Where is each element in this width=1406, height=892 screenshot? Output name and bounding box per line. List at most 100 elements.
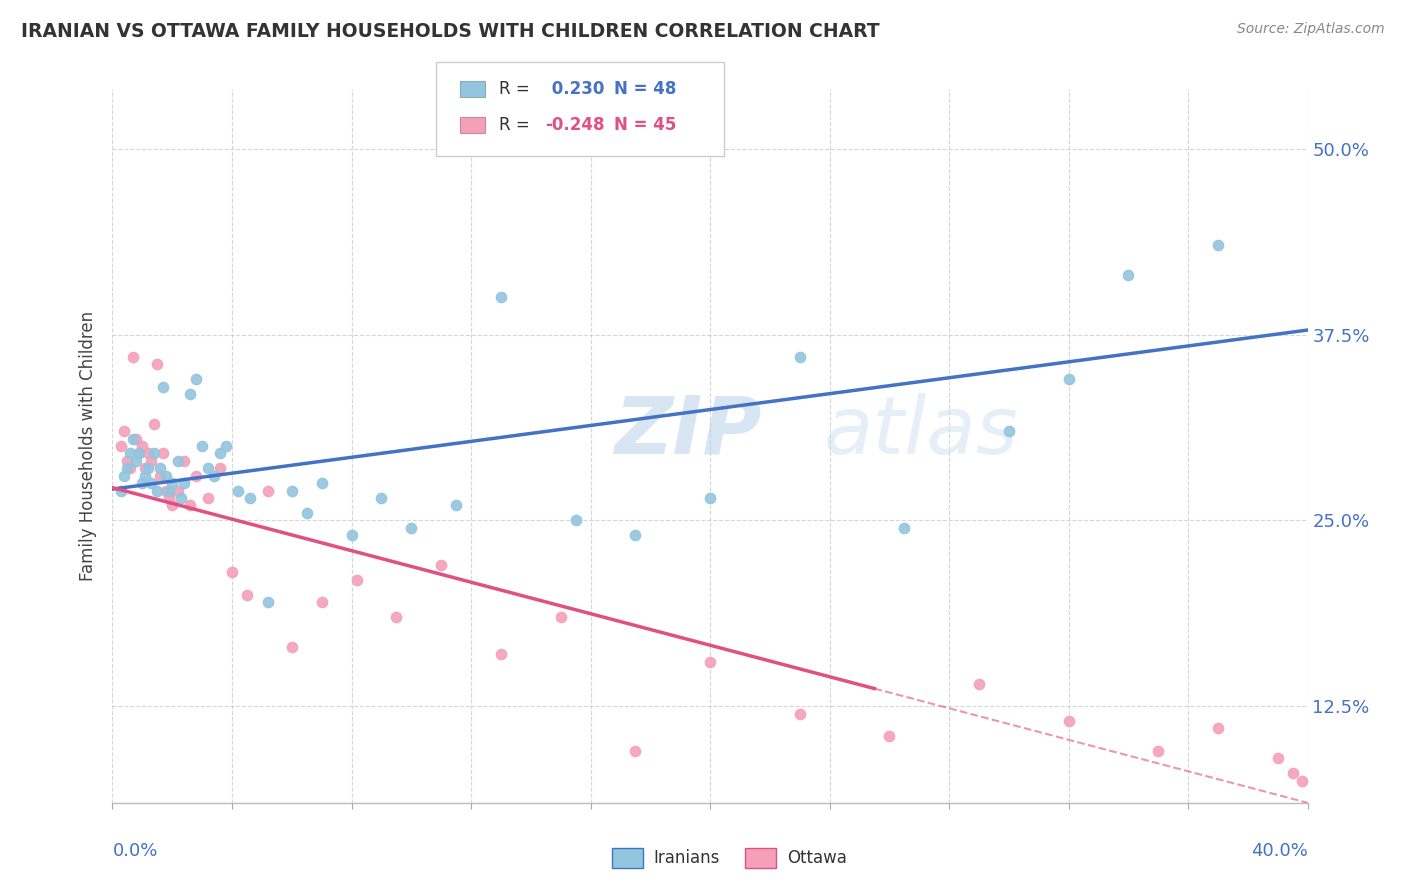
- Point: [624, 744, 647, 758]
- Point: [550, 610, 572, 624]
- Point: [138, 461, 160, 475]
- Text: -0.248: -0.248: [546, 116, 605, 134]
- Point: [155, 483, 177, 498]
- Text: Ottawa: Ottawa: [787, 849, 848, 867]
- Point: [179, 387, 201, 401]
- Point: [1267, 751, 1289, 765]
- Point: [138, 446, 160, 460]
- Point: [167, 483, 190, 498]
- Point: [162, 476, 183, 491]
- Point: [167, 454, 190, 468]
- Point: [131, 476, 153, 491]
- Point: [197, 491, 219, 505]
- Text: ZIP: ZIP: [614, 392, 762, 471]
- Point: [125, 432, 148, 446]
- Point: [149, 468, 172, 483]
- Text: 0.230: 0.230: [546, 80, 605, 98]
- Point: [122, 350, 145, 364]
- Point: [186, 468, 208, 483]
- Text: IRANIAN VS OTTAWA FAMILY HOUSEHOLDS WITH CHILDREN CORRELATION CHART: IRANIAN VS OTTAWA FAMILY HOUSEHOLDS WITH…: [21, 22, 880, 41]
- Point: [699, 655, 721, 669]
- Point: [134, 468, 156, 483]
- Point: [173, 476, 195, 491]
- Point: [311, 595, 333, 609]
- Point: [444, 499, 467, 513]
- Point: [157, 491, 180, 505]
- Point: [257, 595, 280, 609]
- Point: [179, 499, 201, 513]
- Point: [186, 372, 208, 386]
- Point: [340, 528, 363, 542]
- Point: [789, 706, 811, 721]
- Text: Iranians: Iranians: [654, 849, 720, 867]
- Point: [117, 461, 139, 475]
- Point: [141, 454, 163, 468]
- Point: [197, 461, 219, 475]
- Point: [152, 379, 174, 393]
- Point: [114, 424, 135, 438]
- Text: 40.0%: 40.0%: [1251, 842, 1308, 860]
- Point: [143, 446, 166, 460]
- Point: [209, 446, 232, 460]
- Point: [1118, 268, 1140, 282]
- Point: [128, 446, 150, 460]
- Point: [173, 454, 195, 468]
- Point: [141, 476, 163, 491]
- Point: [1281, 766, 1303, 780]
- Point: [998, 424, 1021, 438]
- Point: [239, 491, 262, 505]
- Point: [879, 729, 901, 743]
- Point: [117, 454, 139, 468]
- Point: [215, 439, 238, 453]
- Point: [146, 483, 169, 498]
- Point: [236, 588, 259, 602]
- Text: R =: R =: [499, 80, 530, 98]
- Point: [114, 468, 135, 483]
- Point: [134, 461, 156, 475]
- Point: [430, 558, 453, 572]
- Y-axis label: Family Households with Children: Family Households with Children: [79, 311, 97, 581]
- Text: atlas: atlas: [824, 392, 1018, 471]
- Point: [401, 521, 423, 535]
- Point: [346, 573, 368, 587]
- Point: [1057, 372, 1080, 386]
- Point: [1147, 744, 1170, 758]
- Point: [281, 640, 304, 654]
- Point: [155, 468, 177, 483]
- Point: [893, 521, 915, 535]
- Point: [564, 513, 586, 527]
- Text: Source: ZipAtlas.com: Source: ZipAtlas.com: [1237, 22, 1385, 37]
- Point: [311, 476, 333, 491]
- Point: [191, 439, 214, 453]
- Text: N = 48: N = 48: [614, 80, 676, 98]
- Point: [110, 439, 132, 453]
- Text: N = 45: N = 45: [614, 116, 676, 134]
- Point: [131, 439, 153, 453]
- Point: [110, 483, 132, 498]
- Point: [789, 350, 811, 364]
- Point: [122, 432, 145, 446]
- Point: [295, 506, 318, 520]
- Point: [143, 417, 166, 431]
- Point: [967, 677, 990, 691]
- Point: [385, 610, 408, 624]
- Point: [281, 483, 304, 498]
- Point: [157, 483, 180, 498]
- Point: [209, 461, 232, 475]
- Point: [370, 491, 392, 505]
- Point: [699, 491, 721, 505]
- Point: [1057, 714, 1080, 728]
- Point: [120, 461, 142, 475]
- Point: [1206, 722, 1229, 736]
- Point: [202, 468, 225, 483]
- Point: [146, 357, 169, 371]
- Point: [149, 461, 172, 475]
- Point: [489, 290, 512, 304]
- Point: [257, 483, 280, 498]
- Point: [489, 647, 512, 661]
- Point: [221, 566, 243, 580]
- Point: [226, 483, 249, 498]
- Point: [1291, 773, 1313, 788]
- Point: [624, 528, 647, 542]
- Point: [1206, 238, 1229, 252]
